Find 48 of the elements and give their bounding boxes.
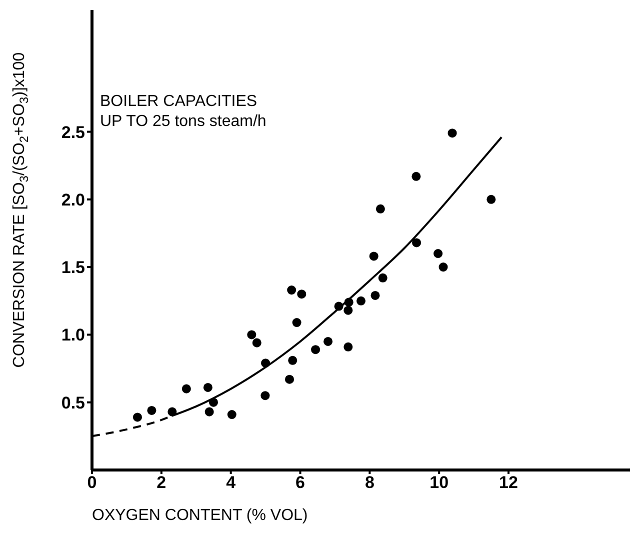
y-tick-label: 2.5 <box>61 122 85 142</box>
point <box>284 374 294 384</box>
point <box>297 290 306 299</box>
point <box>344 306 353 315</box>
point <box>324 336 333 346</box>
point <box>344 342 353 352</box>
point <box>203 382 212 392</box>
point <box>412 238 422 248</box>
point <box>334 302 344 311</box>
point <box>288 356 298 365</box>
x-tick-label: 6 <box>296 473 305 492</box>
point <box>261 358 270 368</box>
point <box>412 172 421 181</box>
point <box>132 412 142 422</box>
x-tick-label: 12 <box>499 473 518 492</box>
point <box>287 286 296 295</box>
point <box>370 290 380 300</box>
point <box>438 262 448 272</box>
point <box>311 345 320 354</box>
x-tick-label: 8 <box>364 473 374 492</box>
x-tick-label: 10 <box>430 473 449 492</box>
point <box>344 298 354 307</box>
annotation: BOILER CAPACITIES UP TO 25 tons steam/h <box>100 92 266 132</box>
y-tick-label: 1.5 <box>61 258 85 278</box>
point <box>227 410 236 420</box>
point <box>376 204 385 214</box>
point <box>208 398 218 407</box>
y-tick-label: 2.0 <box>61 190 85 210</box>
point <box>147 406 156 415</box>
point <box>292 318 302 328</box>
point <box>434 249 443 258</box>
point <box>378 273 388 282</box>
y-tick-label: 1.0 <box>61 326 85 345</box>
point <box>448 128 457 138</box>
x-tick-label: 2 <box>156 473 166 492</box>
point <box>247 330 256 340</box>
x-tick-label: 4 <box>226 473 236 492</box>
point <box>168 407 177 416</box>
x-axis-title: OXYGEN CONTENT (% VOL) <box>92 507 308 524</box>
point <box>356 296 366 306</box>
x-tick-label: 0 <box>87 473 97 492</box>
point <box>182 384 191 394</box>
point <box>260 391 270 400</box>
point <box>486 194 496 204</box>
point <box>252 338 262 348</box>
y-tick-label: 0.5 <box>61 393 85 412</box>
point <box>204 407 214 416</box>
point <box>369 252 378 261</box>
